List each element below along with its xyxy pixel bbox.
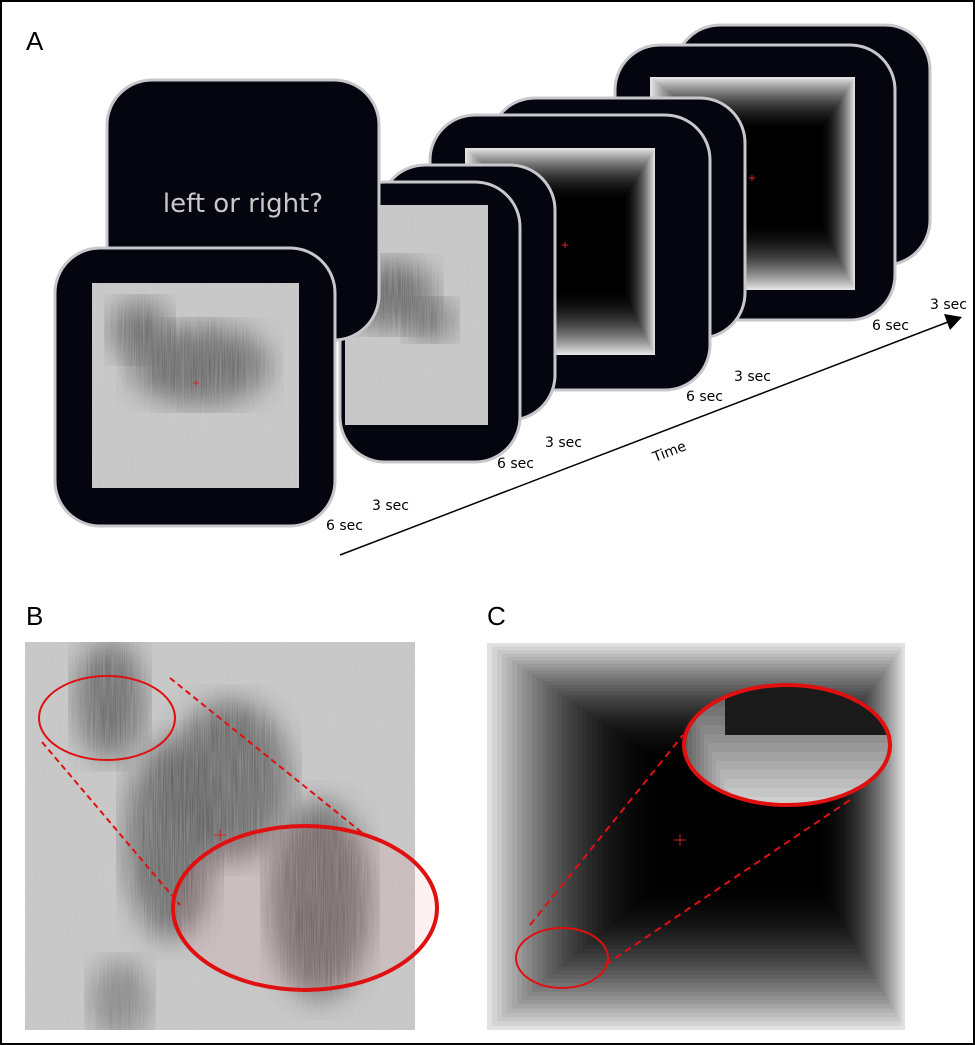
highlight xyxy=(173,826,437,990)
duration-pause: 3 sec xyxy=(372,498,409,514)
panel-label: B xyxy=(26,601,43,631)
duration-stimulus: 6 sec xyxy=(686,389,723,405)
duration-stimulus: 6 sec xyxy=(326,518,363,534)
panel-c-image xyxy=(487,643,952,1030)
panel-label: A xyxy=(26,26,44,56)
panel-label: C xyxy=(487,601,506,631)
duration-pause: 3 sec xyxy=(930,297,967,313)
figure: left or right? A B C Time 6 sec3 sec6 se… xyxy=(0,0,975,1045)
duration-pause: 3 sec xyxy=(545,435,582,451)
duration-pause: 3 sec xyxy=(734,369,771,385)
panel-b-image xyxy=(25,640,437,1040)
prompt: left or right? xyxy=(163,189,323,219)
duration-stimulus: 6 sec xyxy=(872,318,909,334)
duration-stimulus: 6 sec xyxy=(497,456,534,472)
